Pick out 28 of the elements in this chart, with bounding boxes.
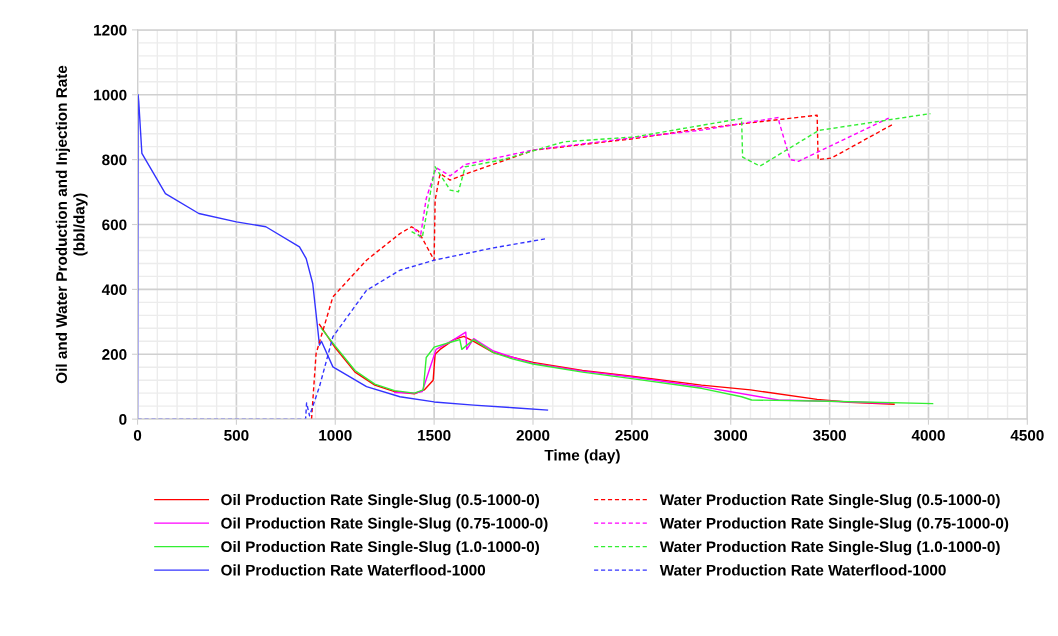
x-tick-label: 1500 <box>418 429 451 441</box>
x-tick-label: 3000 <box>714 429 748 441</box>
y-tick-label: 400 <box>101 284 127 296</box>
x-tick-label: 500 <box>224 429 249 441</box>
legend-label: Oil Production Rate Waterflood-1000 <box>221 564 486 576</box>
legend-label: Oil Production Rate Single-Slug (0.5-1000-0) <box>221 493 539 509</box>
legend-label: Water Production Rate Single-Slug (1.0-1000-0) <box>659 540 1000 556</box>
legend-label: Oil Production Rate Single-Slug (0.75-1000-0) <box>221 517 548 532</box>
legend-label: Oil Production Rate Single-Slug (1.0-1000-0) <box>221 540 539 556</box>
y-tick-label: 0 <box>119 413 127 425</box>
x-tick-label: 4500 <box>1010 429 1044 441</box>
x-tick-label: 0 <box>133 429 142 441</box>
legend-label: Water Production Rate Single-Slug (0.5-1000-0) <box>659 493 1000 509</box>
y-axis-title: Oil and Water Production and Injection Rate (bbl/day) <box>55 65 88 384</box>
x-tick-label: 3500 <box>812 429 846 441</box>
x-tick-label: 2000 <box>516 429 550 441</box>
y-tick-label: 600 <box>102 219 127 231</box>
legend-label: Water Production Rate Waterflood-1000 <box>659 564 946 576</box>
x-axis-title: Time (day) <box>544 449 620 464</box>
x-tick-label: 2500 <box>615 429 649 441</box>
x-tick-label: 4000 <box>911 429 945 441</box>
line-series <box>310 114 895 420</box>
y-tick-label: 1000 <box>94 89 127 101</box>
y-tick-label: 1200 <box>94 24 127 36</box>
y-tick-label: 200 <box>102 349 127 360</box>
x-tick-label: 1000 <box>319 429 352 441</box>
y-tick-label: 800 <box>102 154 127 166</box>
legend-label: Water Production Rate Single-Slug (0.75-1000-0) <box>659 517 1009 532</box>
